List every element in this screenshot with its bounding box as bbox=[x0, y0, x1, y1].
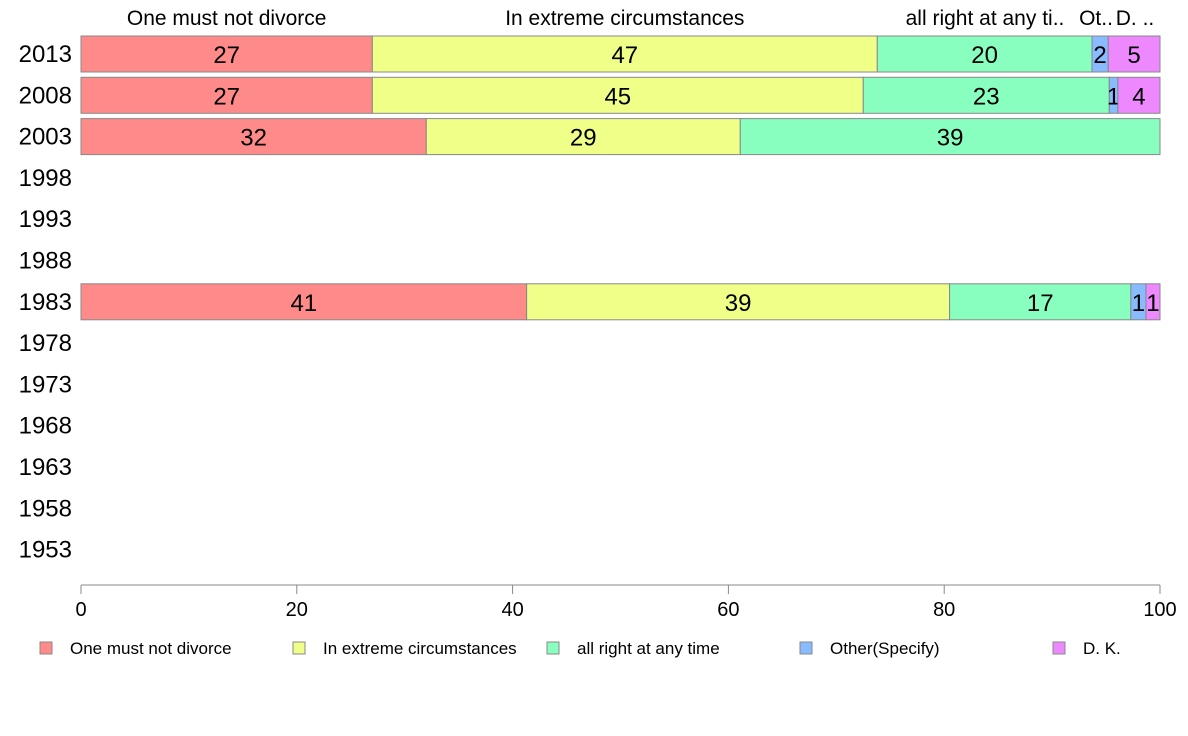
legend-label: One must not divorce bbox=[70, 639, 232, 658]
bar-segment bbox=[80, 76, 373, 114]
x-axis: 0 20 40 60 80 100 bbox=[75, 584, 1177, 621]
bar-value-label: 32 bbox=[240, 125, 267, 152]
column-header: all right at any ti.. bbox=[906, 7, 1065, 30]
bar-value-label: 20 bbox=[971, 42, 998, 69]
x-tick-label: 40 bbox=[501, 599, 523, 621]
year-label: 2013 bbox=[19, 41, 72, 68]
bar-segment bbox=[1117, 76, 1161, 114]
bar-value-label: 1 bbox=[1132, 290, 1145, 317]
column-header: D. .. bbox=[1116, 7, 1155, 30]
bar-segment bbox=[1145, 283, 1161, 321]
legend-swatch bbox=[546, 641, 560, 655]
bar-value-label: 27 bbox=[213, 42, 240, 69]
bar-segment bbox=[526, 283, 951, 321]
year-label: 1988 bbox=[19, 248, 72, 275]
bar-segment bbox=[876, 35, 1093, 73]
column-header: One must not divorce bbox=[127, 7, 327, 30]
bar-segment bbox=[862, 76, 1110, 114]
legend-swatch bbox=[799, 641, 813, 655]
year-label: 1968 bbox=[19, 413, 72, 440]
year-label: 1978 bbox=[19, 330, 72, 357]
bar-value-label: 23 bbox=[973, 83, 1000, 110]
year-label: 1953 bbox=[19, 537, 72, 564]
bar-segment bbox=[1107, 35, 1161, 73]
legend-label: all right at any time bbox=[577, 639, 720, 658]
bar-segment bbox=[80, 283, 528, 321]
bar-value-label: 47 bbox=[611, 42, 638, 69]
bar-segment bbox=[425, 118, 741, 156]
bar-value-label: 4 bbox=[1132, 83, 1145, 110]
x-tick-label: 100 bbox=[1143, 599, 1176, 621]
year-label: 2008 bbox=[19, 82, 72, 109]
bar-value-label: 27 bbox=[213, 83, 240, 110]
x-tick-label: 0 bbox=[75, 599, 86, 621]
bar-value-label: 5 bbox=[1127, 42, 1140, 69]
bar-segment bbox=[80, 35, 373, 73]
legend-swatch bbox=[1052, 641, 1066, 655]
bar-value-label: 39 bbox=[725, 290, 752, 317]
column-header: In extreme circumstances bbox=[505, 7, 744, 30]
column-header: Ot.. bbox=[1079, 7, 1113, 30]
bar-value-label: 1 bbox=[1146, 290, 1159, 317]
year-label: 2003 bbox=[19, 124, 72, 151]
column-headers: One must not divorce In extreme circumsta… bbox=[127, 7, 1154, 30]
bar-segment bbox=[739, 118, 1161, 156]
bar-value-label: 29 bbox=[570, 125, 597, 152]
bar-value-label: 2 bbox=[1093, 42, 1106, 69]
year-label: 1958 bbox=[19, 495, 72, 522]
bar-segment bbox=[949, 283, 1132, 321]
year-label: 1963 bbox=[19, 454, 72, 481]
bar-segment bbox=[80, 118, 427, 156]
legend-swatch bbox=[39, 641, 53, 655]
year-label: 1993 bbox=[19, 206, 72, 233]
year-labels: 2013 2008 2003 1998 1993 1988 1983 1978 1973 1968… bbox=[19, 41, 72, 564]
year-label: 1983 bbox=[19, 289, 72, 316]
legend-label: Other(Specify) bbox=[830, 639, 940, 658]
bar-value-label: 45 bbox=[604, 83, 631, 110]
bar-value-label: 41 bbox=[290, 290, 317, 317]
year-label: 1998 bbox=[19, 165, 72, 192]
bar-value-label: 17 bbox=[1027, 290, 1054, 317]
legend: One must not divorce In extreme circumsta… bbox=[39, 639, 1121, 658]
x-tick-label: 60 bbox=[717, 599, 739, 621]
x-tick-label: 80 bbox=[933, 599, 955, 621]
legend-label: In extreme circumstances bbox=[323, 639, 517, 658]
year-label: 1973 bbox=[19, 371, 72, 398]
legend-label: D. K. bbox=[1083, 639, 1121, 658]
bar-value-label: 1 bbox=[1107, 83, 1120, 110]
bar-segment bbox=[371, 76, 864, 114]
bar-value-label: 39 bbox=[937, 125, 964, 152]
bar-segment bbox=[371, 35, 878, 73]
legend-swatch bbox=[292, 641, 306, 655]
x-tick-label: 20 bbox=[286, 599, 308, 621]
